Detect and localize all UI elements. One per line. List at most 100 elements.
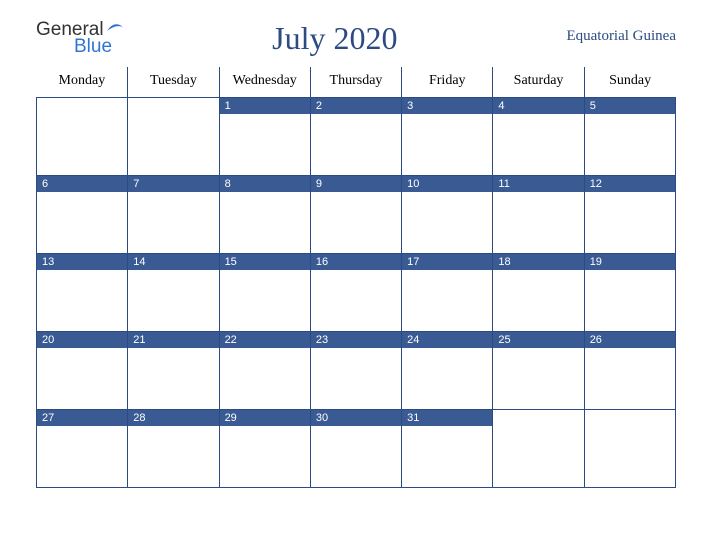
weekday-header: Sunday (584, 67, 675, 98)
day-number (493, 410, 583, 426)
day-number: 15 (220, 254, 310, 270)
day-number: 2 (311, 98, 401, 114)
calendar-day-cell: 23 (310, 332, 401, 410)
day-body (493, 426, 583, 487)
calendar-day-cell: 26 (584, 332, 675, 410)
calendar-day-cell: 1 (219, 98, 310, 176)
calendar-day-cell: 6 (37, 176, 128, 254)
calendar-day-cell: 18 (493, 254, 584, 332)
day-number: 28 (128, 410, 218, 426)
day-body (128, 348, 218, 409)
day-body (37, 426, 127, 487)
day-body (311, 348, 401, 409)
day-number: 24 (402, 332, 492, 348)
calendar-week-row: 2728293031 (37, 410, 676, 488)
calendar-day-cell: 29 (219, 410, 310, 488)
calendar-day-cell (584, 410, 675, 488)
weekday-header: Thursday (310, 67, 401, 98)
calendar-day-cell: 24 (402, 332, 493, 410)
day-body (311, 270, 401, 331)
weekday-header-row: Monday Tuesday Wednesday Thursday Friday… (37, 67, 676, 98)
calendar-day-cell: 10 (402, 176, 493, 254)
calendar-day-cell: 28 (128, 410, 219, 488)
calendar-day-cell: 19 (584, 254, 675, 332)
page-title: July 2020 (124, 18, 546, 57)
calendar-day-cell: 8 (219, 176, 310, 254)
day-number: 7 (128, 176, 218, 192)
calendar-day-cell: 9 (310, 176, 401, 254)
day-body (402, 426, 492, 487)
day-body (585, 192, 675, 253)
day-number: 26 (585, 332, 675, 348)
weekday-header: Saturday (493, 67, 584, 98)
day-body (585, 348, 675, 409)
day-body (220, 348, 310, 409)
calendar-day-cell: 13 (37, 254, 128, 332)
day-number: 18 (493, 254, 583, 270)
day-number: 1 (220, 98, 310, 114)
day-body (128, 192, 218, 253)
weekday-header: Friday (402, 67, 493, 98)
day-number: 20 (37, 332, 127, 348)
calendar-day-cell: 27 (37, 410, 128, 488)
day-body (37, 270, 127, 331)
day-body (493, 114, 583, 175)
day-body (128, 270, 218, 331)
day-number: 10 (402, 176, 492, 192)
day-number: 3 (402, 98, 492, 114)
calendar-body: 1234567891011121314151617181920212223242… (37, 98, 676, 488)
day-number: 14 (128, 254, 218, 270)
day-number: 11 (493, 176, 583, 192)
day-number (585, 410, 675, 426)
calendar-day-cell: 11 (493, 176, 584, 254)
logo: General Blue (36, 18, 124, 56)
weekday-header: Wednesday (219, 67, 310, 98)
day-number: 6 (37, 176, 127, 192)
logo-word2: Blue (74, 37, 124, 56)
calendar-week-row: 12345 (37, 98, 676, 176)
calendar-day-cell: 25 (493, 332, 584, 410)
day-body (493, 348, 583, 409)
day-body (128, 114, 218, 175)
day-body (220, 270, 310, 331)
calendar-day-cell: 20 (37, 332, 128, 410)
calendar-day-cell (493, 410, 584, 488)
day-body (493, 270, 583, 331)
day-number: 9 (311, 176, 401, 192)
day-body (402, 348, 492, 409)
day-body (585, 426, 675, 487)
day-number: 5 (585, 98, 675, 114)
calendar-day-cell: 30 (310, 410, 401, 488)
day-number: 21 (128, 332, 218, 348)
calendar-week-row: 6789101112 (37, 176, 676, 254)
day-body (37, 192, 127, 253)
calendar-day-cell: 2 (310, 98, 401, 176)
day-number: 17 (402, 254, 492, 270)
calendar-week-row: 13141516171819 (37, 254, 676, 332)
day-body (402, 270, 492, 331)
day-number: 30 (311, 410, 401, 426)
day-body (585, 114, 675, 175)
calendar-week-row: 20212223242526 (37, 332, 676, 410)
day-body (220, 192, 310, 253)
calendar-day-cell: 21 (128, 332, 219, 410)
day-body (311, 426, 401, 487)
calendar-day-cell: 15 (219, 254, 310, 332)
calendar-day-cell: 7 (128, 176, 219, 254)
calendar-day-cell: 14 (128, 254, 219, 332)
day-number: 31 (402, 410, 492, 426)
day-number (128, 98, 218, 114)
day-body (311, 192, 401, 253)
calendar-table: Monday Tuesday Wednesday Thursday Friday… (36, 67, 676, 488)
weekday-header: Tuesday (128, 67, 219, 98)
weekday-header: Monday (37, 67, 128, 98)
calendar-day-cell: 22 (219, 332, 310, 410)
day-body (220, 426, 310, 487)
day-number: 13 (37, 254, 127, 270)
day-body (493, 192, 583, 253)
calendar-day-cell (128, 98, 219, 176)
day-number: 23 (311, 332, 401, 348)
day-number: 8 (220, 176, 310, 192)
calendar-day-cell (37, 98, 128, 176)
day-body (585, 270, 675, 331)
